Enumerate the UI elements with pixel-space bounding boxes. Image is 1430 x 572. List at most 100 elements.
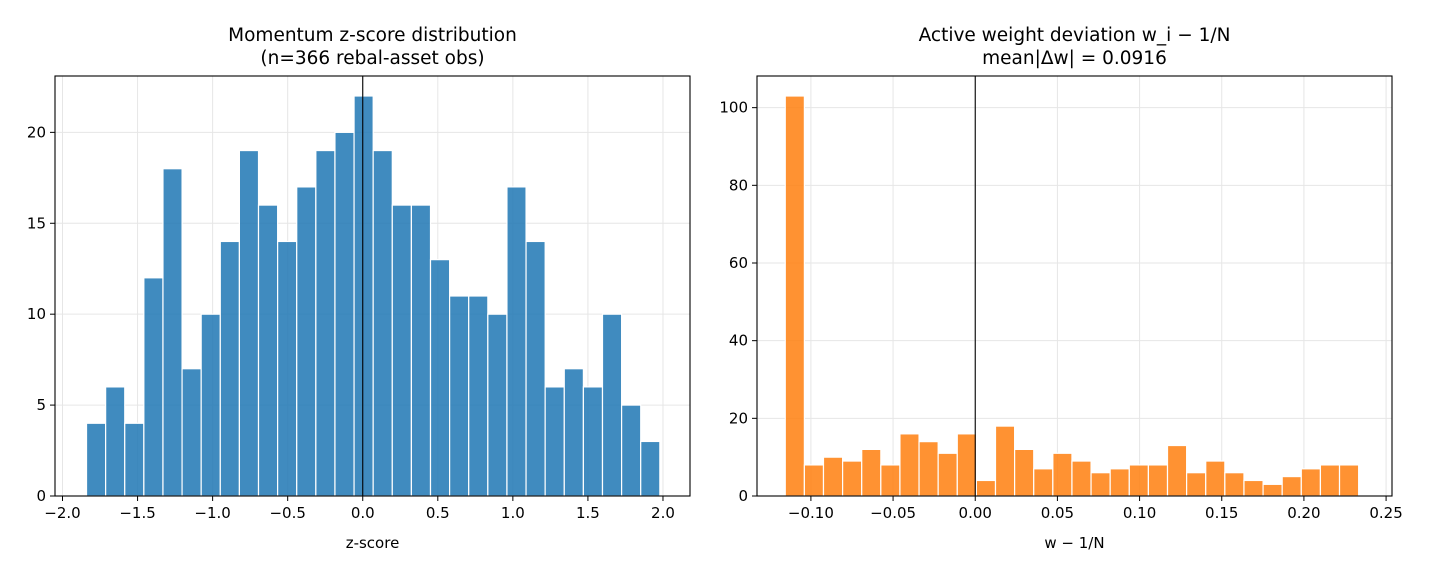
x-tick-label: −0.5: [269, 504, 305, 522]
x-tick-label: −1.0: [194, 504, 230, 522]
grid-lines: [757, 76, 1392, 497]
chart-subtitle: mean|Δw| = 0.0916: [982, 48, 1167, 69]
histogram-bar: [296, 186, 317, 497]
chart-title: Active weight deviation w_i − 1/N: [919, 25, 1231, 46]
histogram-bar: [238, 149, 260, 497]
y-tick-label: 20: [729, 409, 748, 427]
y-tick-label: 10: [27, 305, 46, 323]
plot-frame: [756, 75, 1393, 497]
histogram-bar: [1224, 472, 1245, 497]
histogram-bar: [85, 422, 107, 497]
x-tick-label: 2.0: [651, 504, 675, 522]
x-tick-label: 1.5: [576, 504, 600, 522]
histogram-bar: [918, 441, 939, 497]
histogram-bar: [880, 464, 901, 497]
histogram-bar: [975, 479, 997, 497]
y-tick-label: 40: [729, 332, 748, 350]
x-tick-label: 0.5: [426, 504, 450, 522]
x-tick-label: 0.20: [1287, 504, 1320, 522]
histogram-bar: [372, 149, 393, 497]
chart-subtitle: (n=366 rebal-asset obs): [260, 48, 484, 69]
histogram-bar: [842, 460, 863, 497]
histogram-bar: [525, 240, 546, 497]
histogram-bar: [1243, 479, 1264, 497]
histogram-bar: [410, 204, 432, 497]
histogram-bar: [124, 422, 145, 497]
histogram-bar: [1109, 468, 1130, 497]
histogram-bar: [1147, 464, 1169, 497]
histogram-bar: [1090, 472, 1111, 497]
y-tick-label: 20: [27, 123, 46, 141]
histogram-bar: [353, 95, 374, 497]
histogram-bar: [1166, 444, 1188, 497]
histogram-bar: [391, 204, 412, 497]
x-axis-ticks: −0.10 −0.05 0.00 0.05 0.10 0.15 0.20 0.25: [788, 496, 1403, 522]
histogram-bar: [449, 295, 470, 497]
histogram-bar: [822, 456, 844, 497]
x-tick-label: −0.05: [870, 504, 916, 522]
histogram-bar: [429, 259, 451, 497]
histogram-bar: [563, 368, 584, 497]
histogram-bar: [1033, 468, 1054, 497]
x-tick-label: −0.10: [788, 504, 834, 522]
x-tick-label: 0.00: [959, 504, 992, 522]
x-tick-label: 0.0: [351, 504, 375, 522]
histogram-bar: [1319, 464, 1341, 497]
y-tick-label: 0: [738, 487, 748, 505]
histogram-bar: [544, 386, 565, 497]
histogram-bar: [487, 313, 508, 497]
histogram-bar: [315, 149, 336, 497]
y-axis-ticks: 0 20 40 60 80 100: [719, 99, 757, 505]
y-tick-label: 15: [27, 214, 46, 232]
x-tick-label: 0.05: [1041, 504, 1074, 522]
histogram-bar: [582, 386, 604, 497]
histogram-bar: [257, 204, 279, 497]
histogram-bar: [105, 386, 126, 497]
histogram-bar: [601, 313, 623, 497]
histogram-bar: [1300, 468, 1322, 497]
x-tick-label: 1.0: [501, 504, 525, 522]
histogram-bar: [803, 464, 825, 497]
histogram-bar: [181, 368, 202, 497]
histogram-bar: [994, 425, 1016, 497]
y-tick-label: 100: [719, 99, 748, 117]
histogram-bar: [861, 448, 882, 497]
histogram-bar: [334, 131, 355, 497]
histogram-bar: [784, 95, 805, 497]
histogram-bar: [1338, 464, 1360, 497]
histogram-bar: [621, 404, 642, 497]
histogram-bar: [937, 452, 958, 497]
y-tick-label: 0: [36, 487, 46, 505]
histogram-bar: [162, 168, 183, 497]
x-tick-label: −2.0: [44, 504, 80, 522]
histogram-bar: [1205, 460, 1226, 497]
histogram-bars: [784, 95, 1360, 497]
x-axis-ticks: −2.0 −1.5 −1.0 −0.5 0.0 0.5 1.0 1.5 2.0: [44, 496, 675, 522]
x-axis-label: w − 1/N: [1044, 534, 1104, 552]
histogram-bar: [1186, 472, 1207, 497]
histogram-bar: [1128, 464, 1150, 497]
y-tick-label: 5: [36, 396, 46, 414]
histogram-bar: [640, 440, 661, 497]
histogram-bars: [85, 95, 661, 497]
weight-deviation-histogram-panel: Active weight deviation w_i − 1/N mean|Δ…: [719, 25, 1402, 552]
histogram-bar: [956, 433, 977, 497]
y-axis-ticks: 0 5 10 15 20: [27, 123, 55, 505]
histogram-bar: [1014, 448, 1035, 497]
y-tick-label: 60: [729, 254, 748, 272]
histogram-bar: [899, 433, 920, 497]
histogram-bar: [1281, 475, 1302, 497]
histogram-bar: [200, 313, 221, 497]
x-tick-label: 0.25: [1369, 504, 1402, 522]
histogram-bar: [219, 240, 241, 497]
x-tick-label: −1.5: [119, 504, 155, 522]
histogram-bar: [277, 240, 298, 497]
chart-title: Momentum z-score distribution: [228, 25, 517, 46]
histogram-bar: [1262, 483, 1283, 497]
x-tick-label: 0.10: [1123, 504, 1156, 522]
histogram-bar: [468, 295, 489, 497]
x-axis-label: z-score: [346, 534, 400, 552]
histogram-bar: [506, 186, 527, 497]
histogram-bar: [143, 277, 164, 497]
